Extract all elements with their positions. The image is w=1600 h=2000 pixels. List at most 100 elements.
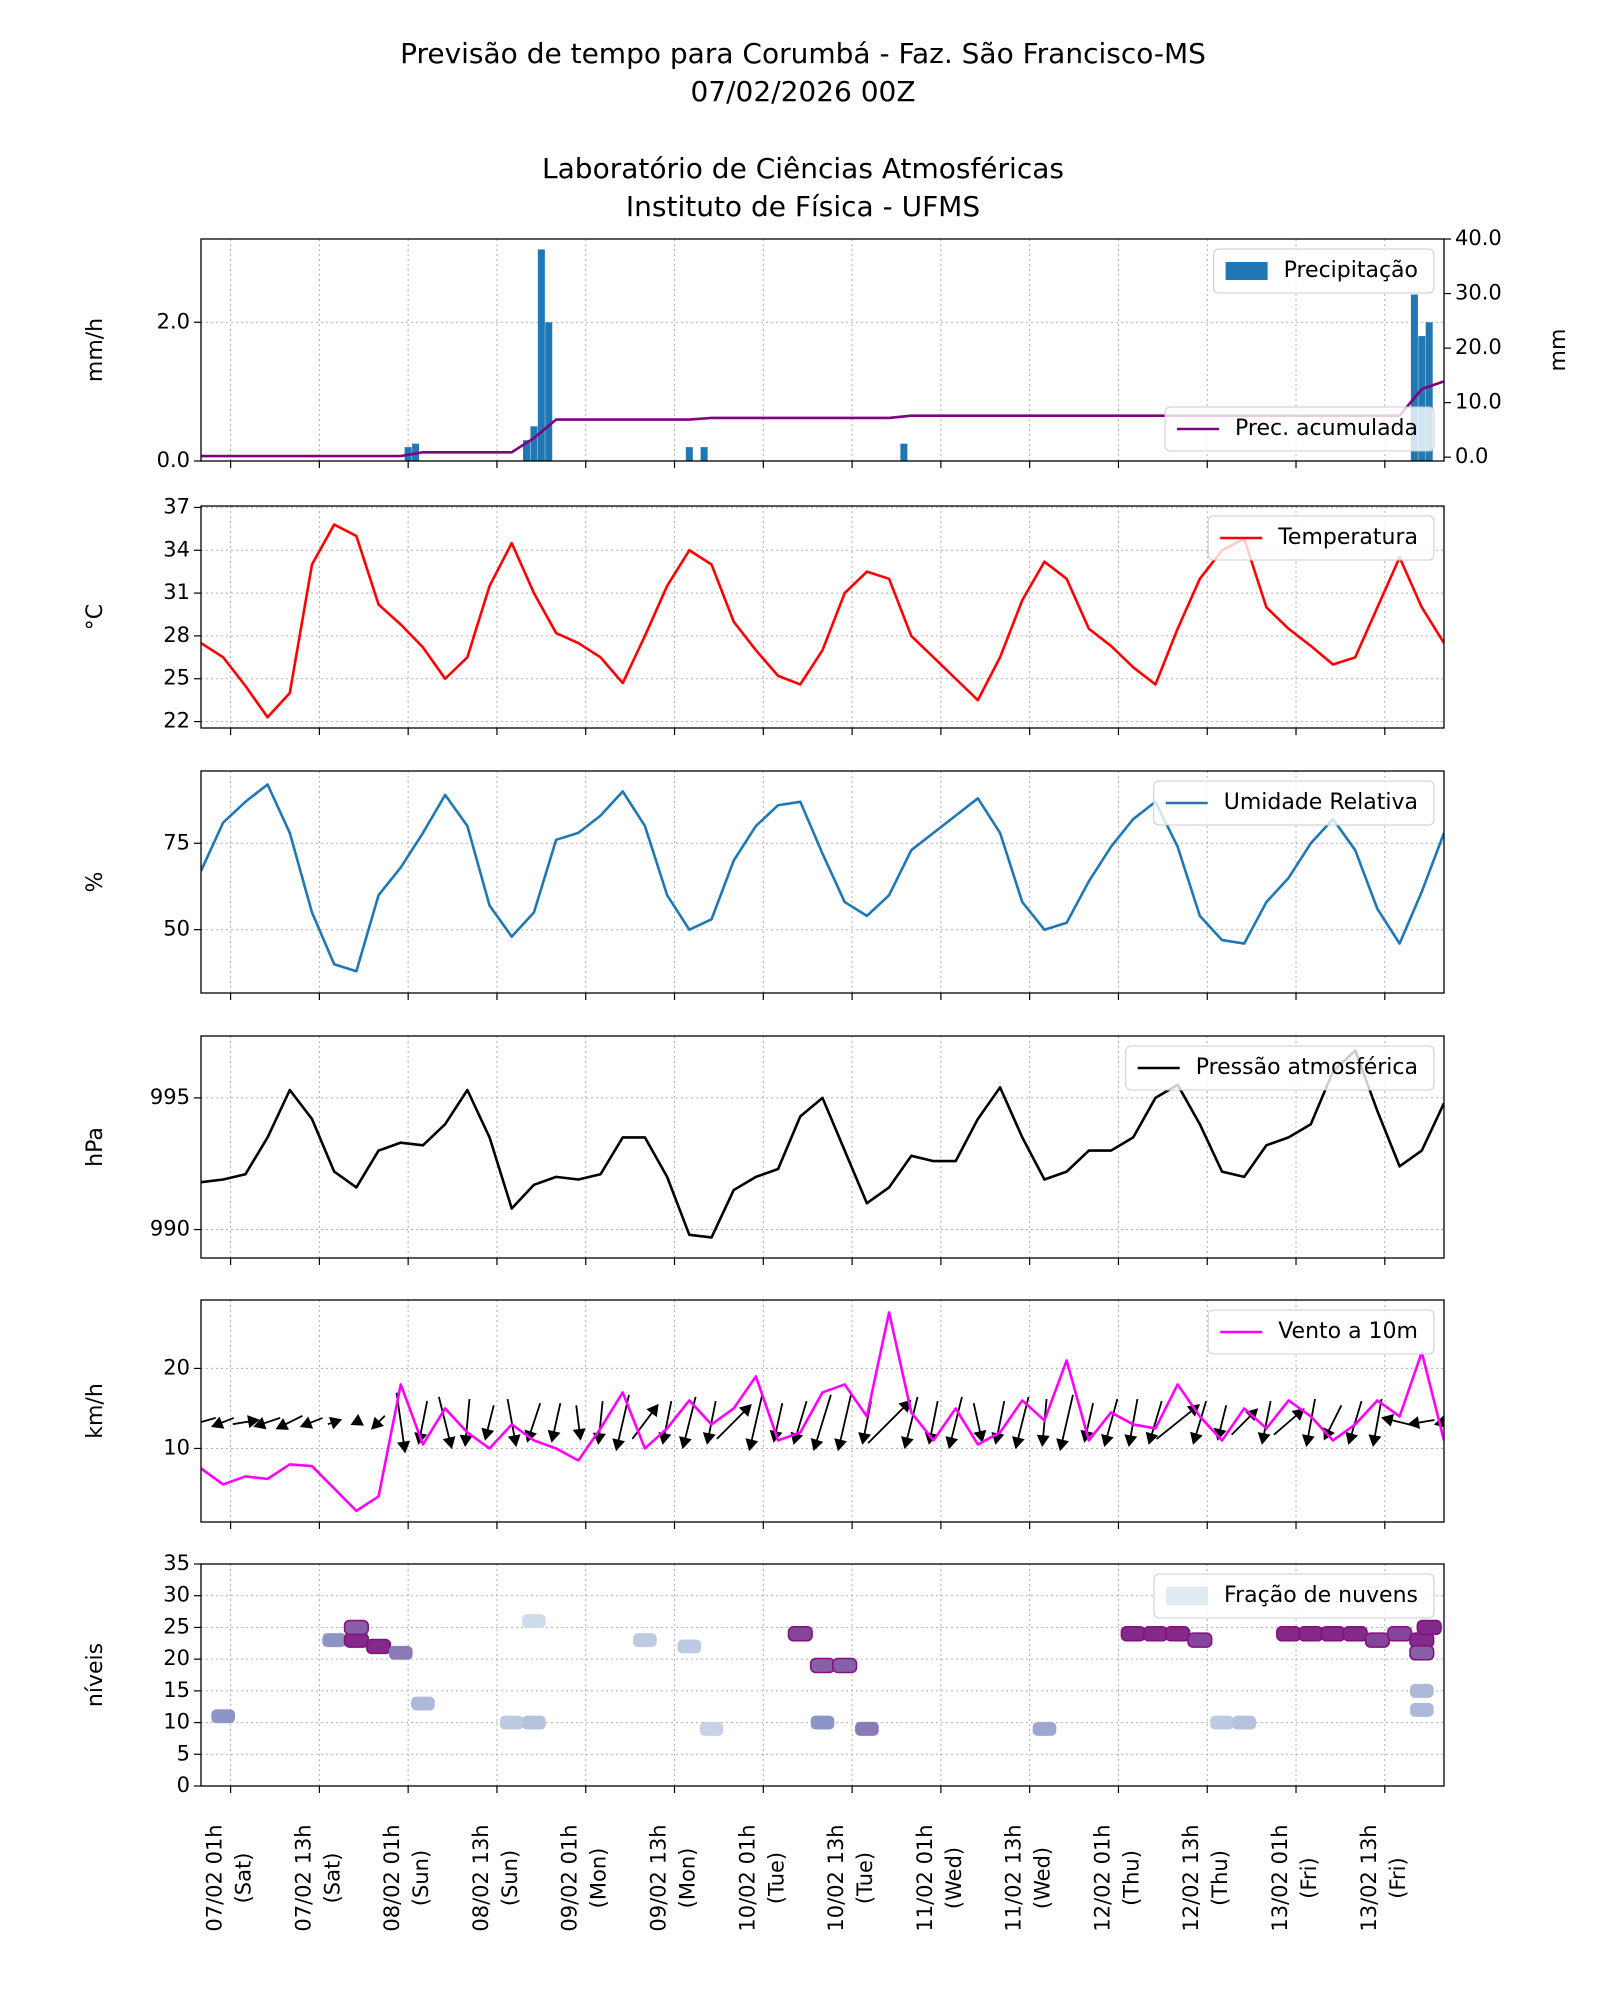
- wind-arrow: [572, 1405, 586, 1441]
- wind-arrow: [327, 1416, 343, 1430]
- x-tick-label: 09/02 13h (Mon): [647, 1824, 700, 1931]
- x-tick-label: 11/02 01h (Wed): [913, 1824, 966, 1931]
- wind-arrow: [1257, 1400, 1272, 1445]
- cloud-cell: [388, 1645, 413, 1660]
- legend-label: Prec. acumulada: [1235, 416, 1418, 441]
- wind-arrow: [1124, 1398, 1139, 1448]
- legend-label: Pressão atmosférica: [1196, 1055, 1418, 1080]
- cloud-cell: [1416, 1619, 1442, 1636]
- x-tick-label: 13/02 01h (Fri): [1268, 1824, 1321, 1931]
- axes-frame: [200, 1035, 1445, 1259]
- line: [201, 783, 1444, 973]
- cloud-cell: [343, 1619, 369, 1636]
- cloud-cell: [1142, 1626, 1169, 1642]
- axes-frame: [200, 1299, 1445, 1523]
- y-tick-label: 2.0: [157, 309, 190, 333]
- cloud-cell: [211, 1709, 236, 1724]
- wind-arrow: [506, 1398, 521, 1448]
- cloud-cell: [832, 1657, 858, 1674]
- x-tick-label: 10/02 13h (Tue): [824, 1824, 877, 1931]
- cloud-cell: [1409, 1645, 1435, 1661]
- wind-arrow: [972, 1403, 987, 1443]
- y-axis-label: %: [83, 872, 108, 893]
- wind-arrow: [275, 1414, 303, 1430]
- title: Previsão de tempo para Corumbá - Faz. Sã…: [400, 37, 1206, 70]
- wind-arrow: [481, 1405, 495, 1441]
- y-tick-label: 990: [150, 1217, 190, 1241]
- legend: Fração de nuvens: [1153, 1573, 1435, 1619]
- title: Laboratório de Ciências Atmosféricas: [542, 152, 1064, 185]
- wind-arrow: [1036, 1398, 1050, 1448]
- plot-area: [201, 1300, 1444, 1522]
- x-tick-label: 11/02 13h (Wed): [1002, 1824, 1055, 1931]
- cloud-cell: [809, 1657, 836, 1674]
- wind-arrow: [1407, 1416, 1435, 1430]
- bar: [900, 443, 908, 461]
- legend: Vento a 10m: [1207, 1309, 1435, 1355]
- y-tick-label: 10: [163, 1435, 190, 1459]
- wind-arrow: [1345, 1400, 1363, 1445]
- y-tick-label: 37: [163, 494, 190, 518]
- y-axis-label: hPa: [83, 1127, 108, 1167]
- wind-arrow: [232, 1415, 260, 1429]
- y-axis-label: níveis: [83, 1643, 108, 1707]
- line: [201, 1049, 1444, 1239]
- wind-arrow: [210, 1416, 235, 1429]
- wind-arrow: [201, 1417, 216, 1424]
- x-tick-label: 13/02 13h (Fri): [1357, 1824, 1410, 1931]
- legend-swatch: [1225, 262, 1268, 280]
- y-axis-label: mm/h: [83, 318, 108, 382]
- wind-arrow: [716, 1403, 752, 1440]
- bar: [537, 249, 545, 461]
- cloud-cell: [677, 1639, 702, 1654]
- cloud-cell: [411, 1696, 435, 1711]
- wind-arrow: [1190, 1400, 1208, 1445]
- y-axis-label: °C: [83, 604, 108, 630]
- cloud-cell: [1409, 1683, 1434, 1698]
- bar: [545, 322, 553, 461]
- wind-arrow: [658, 1400, 673, 1445]
- cloud-cell: [1165, 1626, 1191, 1642]
- legend-box: [1213, 248, 1435, 294]
- y-tick-label: 995: [150, 1085, 190, 1109]
- legend-box: [1164, 406, 1435, 452]
- legend-label: Vento a 10m: [1278, 1319, 1418, 1344]
- wind-arrow: [299, 1416, 323, 1429]
- cloud-cell: [855, 1721, 879, 1736]
- cloud-cell: [322, 1633, 347, 1648]
- legend: Precipitação: [1213, 248, 1435, 294]
- x-tick-label: 08/02 01h (Sun): [380, 1824, 433, 1931]
- cloud-cell: [499, 1715, 524, 1730]
- cloud-cell: [1120, 1626, 1146, 1642]
- axes-frame: [200, 1563, 1445, 1787]
- x-tick-label: 09/02 01h (Mon): [558, 1824, 611, 1931]
- cloud-cell: [787, 1626, 813, 1642]
- x-tick-label: 08/02 13h (Sun): [469, 1824, 522, 1931]
- x-tick-label: 07/02 01h (Sat): [203, 1824, 256, 1931]
- bar: [1410, 294, 1418, 461]
- legend-box: [1207, 515, 1435, 561]
- wind-arrow: [1145, 1400, 1163, 1445]
- wind-arrow: [547, 1403, 562, 1443]
- cloud-cell: [1276, 1626, 1302, 1642]
- wind-arrow: [702, 1400, 717, 1445]
- y-tick-label: 5: [177, 1741, 190, 1765]
- legend: Temperatura: [1207, 515, 1435, 561]
- cloud-cell: [1187, 1632, 1213, 1648]
- wind-arrow: [834, 1394, 852, 1452]
- x-tick-label: 07/02 13h (Sat): [291, 1824, 344, 1931]
- legend-label: Umidade Relativa: [1224, 790, 1418, 815]
- bar: [530, 426, 538, 461]
- y-tick-label: 10: [163, 1710, 190, 1734]
- panel: 22 25 28 31 34 37 °C Temperatura: [83, 494, 1445, 735]
- wind-arrow: [1273, 1408, 1305, 1436]
- y-tick-label: 50: [163, 917, 190, 941]
- cloud-cell: [699, 1721, 724, 1736]
- wind-arrow: [459, 1398, 473, 1448]
- cloud-cell: [1364, 1632, 1390, 1648]
- bar: [685, 447, 693, 461]
- cloud-cell: [1409, 1632, 1435, 1648]
- y2-tick-label: 20.0: [1455, 335, 1502, 359]
- wind-arrow: [253, 1416, 281, 1430]
